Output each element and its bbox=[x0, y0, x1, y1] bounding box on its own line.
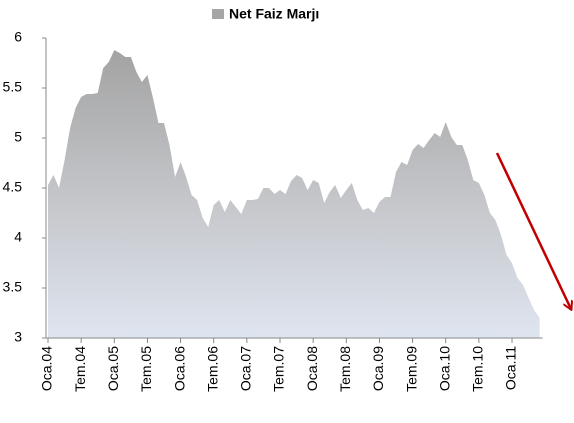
plot: Net Faiz Marjı 3 3.5 4 4.5 5 5.5 6 Oca.04 Tem.04 O… bbox=[3, 6, 543, 392]
x-tick-label: Tem.08 bbox=[337, 346, 353, 392]
x-tick-label: Oca.09 bbox=[370, 346, 386, 391]
x-tick-label: Oca.06 bbox=[171, 346, 187, 391]
y-tick-label: 5 bbox=[14, 129, 22, 145]
x-tick-label: Oca.05 bbox=[105, 346, 121, 391]
x-tick-label: Oca.08 bbox=[304, 346, 320, 391]
x-tick-label: Oca.07 bbox=[238, 346, 254, 391]
legend-swatch bbox=[212, 9, 224, 19]
y-tick-label: 5.5 bbox=[3, 79, 23, 95]
legend-label: Net Faiz Marjı bbox=[229, 6, 319, 22]
y-tick-label: 3 bbox=[14, 329, 22, 345]
y-tick-label: 6 bbox=[14, 29, 22, 45]
x-tick-label: Tem.09 bbox=[403, 346, 419, 392]
x-tick-label: Tem.05 bbox=[138, 346, 154, 392]
x-tick-label: Oca.04 bbox=[39, 346, 55, 391]
trend-arrow bbox=[495, 152, 571, 309]
x-tick-label: Tem.06 bbox=[204, 346, 220, 392]
y-tick-label: 3.5 bbox=[3, 279, 23, 295]
x-tick-label: Oca.10 bbox=[436, 346, 452, 391]
x-tick-label: Tem.07 bbox=[271, 346, 287, 392]
x-tick-label: Tem.04 bbox=[72, 346, 88, 392]
x-tick-label: Oca.11 bbox=[503, 346, 519, 390]
y-tick-label: 4.5 bbox=[3, 179, 23, 195]
area bbox=[48, 50, 540, 338]
x-tick-label: Tem.10 bbox=[470, 346, 486, 392]
y-tick-label: 4 bbox=[14, 229, 22, 245]
